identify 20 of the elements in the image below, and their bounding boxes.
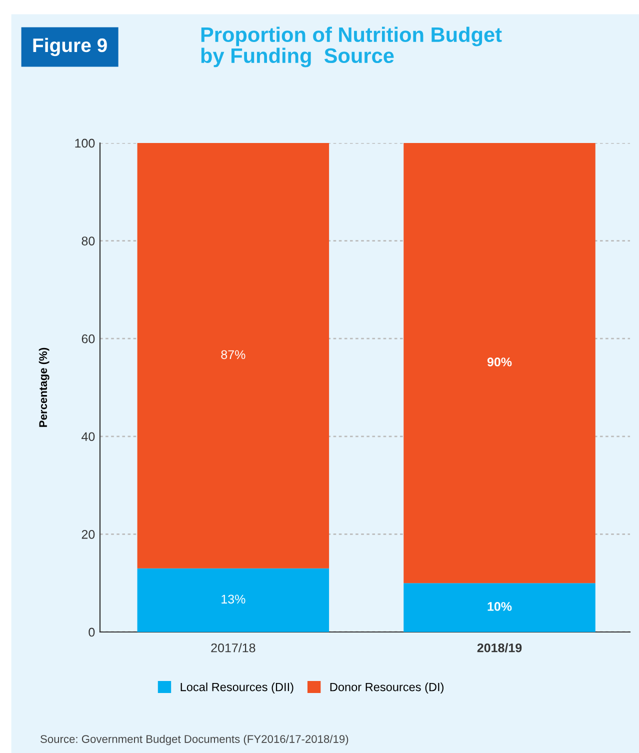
legend-label: Local Resources (DII) [180,682,294,694]
caption: Figure 9 [33,38,107,56]
chart-title: Proportion of Nutrition Budget by Funding Source [201,26,502,68]
source-note: Source: Government Budget Documents (FY2016/17-2018/19) [40,734,348,746]
legend-label: Donor Resources (DI) [330,682,444,694]
y-axis-title: Percentage (%) [38,348,50,427]
y-tick-label: 40 [82,432,95,442]
x-tick-label: 2018/19 [477,643,522,652]
bar [404,583,596,632]
y-tick-label: 80 [82,236,95,246]
data-label: 10% [488,602,512,611]
y-tick-label: 60 [82,334,95,344]
x-tick-label: 2017/18 [211,643,256,652]
y-tick-label: 20 [82,530,95,539]
data-label: 90% [487,358,512,366]
y-tick-label: 100 [75,138,95,148]
data-label: 87% [221,350,246,360]
data-label: 13% [222,594,246,604]
bar [137,568,330,632]
y-tick-label: 0 [88,628,95,637]
